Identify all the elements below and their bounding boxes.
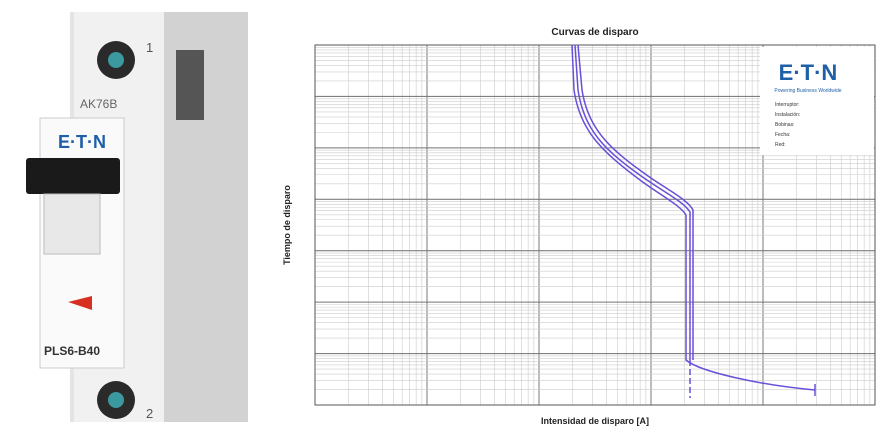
tagline: Powering Business Worldwide (774, 88, 841, 94)
model: PLS6-B40 (44, 344, 100, 358)
field: Interruptor: (775, 102, 799, 108)
terminal-bottom: 2 (146, 406, 153, 421)
field: Instalación: (775, 112, 800, 118)
screw-bottom-head (108, 392, 124, 408)
breaker-label (176, 50, 204, 120)
screenshot: 1 AK76B E·T·N PLS6-B40 2 Curvas de dispa… (0, 0, 881, 434)
terminal-top: 1 (146, 40, 153, 55)
logo: E·T·N (779, 60, 838, 85)
toggle-base (44, 194, 100, 254)
breaker-photo: 1 AK76B E·T·N PLS6-B40 2 (26, 12, 248, 422)
brand: E·T·N (58, 132, 106, 152)
page: {"photo": {"terminal_top": "1", "label_c… (0, 0, 881, 434)
toggle (26, 158, 120, 194)
label-code: AK76B (80, 97, 117, 111)
chart-title: Curvas de disparo (551, 27, 638, 38)
curve (578, 45, 693, 360)
field: Red: (775, 142, 786, 148)
field: Fecha: (775, 132, 790, 138)
y-axis-label: Tiempo de disparo (282, 185, 292, 265)
info-box: E·T·N Powering Business Worldwide Interr… (760, 47, 874, 155)
x-axis-label: Intensidad de disparo [A] (541, 416, 649, 426)
field: Bobinas: (775, 122, 794, 128)
screw-top-head (108, 52, 124, 68)
